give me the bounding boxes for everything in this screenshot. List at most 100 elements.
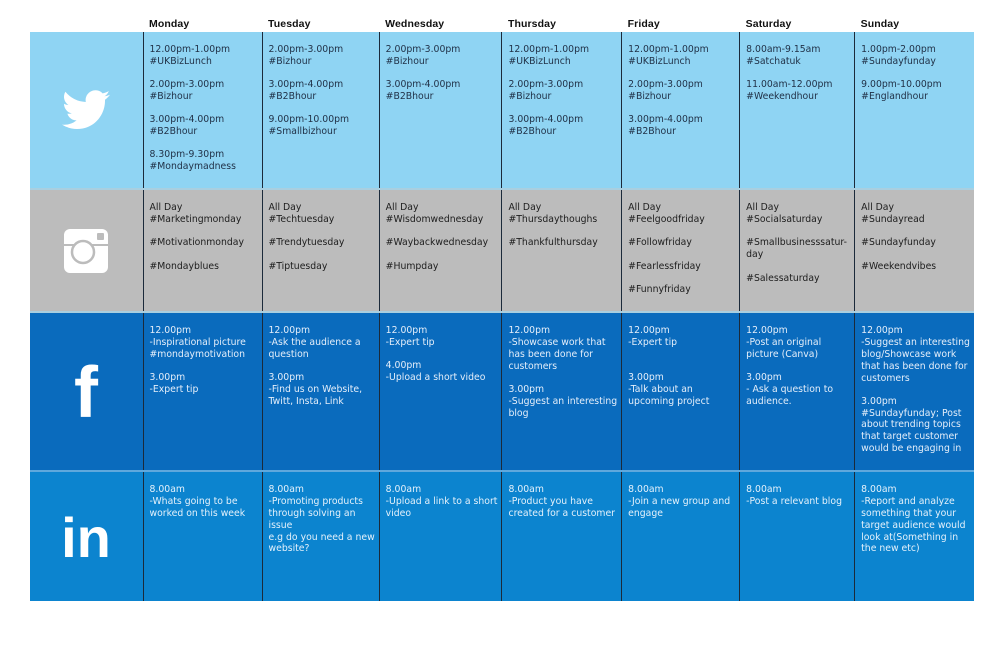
entry-line: #Sundayfunday — [861, 55, 936, 67]
row-facebook: f 12.00pm -Inspirational picture #mondaymot… — [30, 311, 974, 472]
entry-line: -Whats going to be — [149, 496, 238, 508]
entry-line: 3.00pm-4.00pm — [149, 114, 225, 126]
header-saturday: Saturday — [739, 18, 855, 32]
entry-line: All Day — [746, 202, 779, 214]
entry-line: audience. — [746, 395, 792, 407]
schedule-entry: 8.00am -Whats going to be worked on this w… — [150, 484, 258, 519]
platform-cell-twitter — [30, 32, 143, 190]
entry-line: 2.00pm-3.00pm — [149, 79, 225, 91]
entry-line: 8.00am — [746, 484, 782, 496]
entry-line: 12.00pm-1.00pm — [508, 44, 590, 55]
entry-line: #Fearlessfriday — [628, 260, 701, 272]
entry-line: 4.00pm — [385, 360, 422, 372]
entry-line: blog — [508, 407, 529, 419]
schedule-cell-linkedin-monday: 8.00am -Whats going to be worked on this w… — [142, 470, 262, 602]
entry-line: 1.00pm-2.00pm — [861, 44, 936, 55]
entry-line: 9.00pm-10.00pm — [861, 79, 942, 91]
entry-line: 12.00pm — [861, 325, 903, 337]
schedule-entry: 2.00pm-3.00pm #Bizhour — [386, 44, 498, 68]
schedule-cell-instagram-wednesday: All Day #Wisdomwednesday #Waybackwednesday… — [378, 188, 502, 313]
entry-line: #Followfriday — [628, 237, 692, 249]
entry-line: 12.00pm — [746, 325, 788, 337]
schedule-entry: #Sundayfunday — [861, 237, 970, 249]
schedule-entry: 3.00pm-4.00pm #B2Bhour — [628, 114, 735, 138]
entry-line: question — [268, 348, 309, 360]
schedule-entry: #Fearlessfriday — [628, 261, 735, 273]
entry-line: #Mondayblues — [149, 260, 219, 272]
entry-line: picture (Canva) — [746, 348, 819, 360]
entry-line: #Motivationmonday — [149, 237, 244, 249]
schedule-entry: 12.00pm -Expert tip — [386, 325, 498, 349]
entry-line: customers — [861, 372, 910, 384]
schedule-cell-twitter-monday: 12.00pm-1.00pm #UKBizLunch 2.00pm-3.00pm #B… — [142, 32, 262, 190]
entry-line: -Product you have — [508, 496, 593, 508]
entry-line: #B2Bhour — [628, 125, 676, 137]
entry-line: 3.00pm-4.00pm — [508, 114, 584, 126]
schedule-entry: 12.00pm-1.00pm #UKBizLunch — [150, 44, 258, 68]
schedule-entry: All Day #Wisdomwednesday — [386, 202, 498, 226]
schedule-entry: 2.00pm-3.00pm #Bizhour — [269, 44, 375, 68]
schedule-cell-instagram-monday: All Day #Marketingmonday #Motivationmonday… — [142, 188, 262, 313]
entry-line: 8.00am — [268, 484, 304, 496]
entry-line: blog/Showcase work — [861, 348, 957, 360]
entry-line: the new etc) — [861, 543, 920, 555]
schedule-entry: #Funnyfriday — [628, 284, 735, 296]
header-monday: Monday — [143, 18, 262, 32]
entry-line: -Expert tip — [628, 337, 678, 349]
schedule-entry: 9.00pm-10.00pm #Smallbizhour — [269, 114, 375, 138]
schedule-entry: 3.00pm -Expert tip — [150, 372, 258, 396]
row-linkedin: in 8.00am -Whats going to be worked on this… — [30, 470, 974, 602]
schedule-entry: 12.00pm-1.00pm #UKBizLunch — [508, 44, 617, 68]
entry-line: -Suggest an interesting — [508, 395, 618, 407]
entry-line: 12.00pm — [385, 325, 428, 337]
entry-line: -Suggest an interesting — [861, 337, 970, 349]
schedule-cell-facebook-tuesday: 12.00pm -Ask the audience a question 3.00pm… — [261, 311, 380, 472]
schedule-cell-facebook-wednesday: 12.00pm -Expert tip 4.00pm -Upload a short … — [378, 311, 502, 472]
schedule-entry: All Day #Techtuesday — [269, 202, 375, 226]
entry-line: -Promoting products — [268, 496, 363, 508]
schedule-cell-twitter-thursday: 12.00pm-1.00pm #UKBizLunch 2.00pm-3.00pm #B… — [501, 32, 622, 190]
entry-line: All Day — [385, 202, 419, 214]
svg-text:in: in — [61, 512, 111, 562]
svg-text:f: f — [74, 362, 99, 422]
schedule-cell-linkedin-friday: 8.00am -Join a new group and engage — [621, 470, 740, 602]
entry-line: #Satchatuk — [746, 55, 801, 67]
header-tuesday: Tuesday — [262, 18, 380, 32]
entry-line: issue — [268, 519, 293, 531]
entry-line: #Thankfulthursday — [508, 237, 598, 249]
entry-line: 12.00pm — [628, 325, 670, 337]
entry-line: #Wisdomwednesday — [385, 214, 484, 226]
platform-cell-facebook: f — [30, 311, 143, 472]
twitter-bird-icon — [30, 90, 143, 130]
entry-line: #Bizhour — [268, 55, 312, 67]
entry-line: through solving an — [268, 507, 356, 519]
schedule-entry: All Day #Sundayread — [861, 202, 970, 226]
entry-line: #UKBizLunch — [628, 55, 691, 67]
header-wednesday: Wednesday — [379, 18, 502, 32]
schedule-cell-facebook-friday: 12.00pm -Expert tip 3.00pm -Talk about an up… — [621, 311, 740, 472]
header-friday: Friday — [621, 18, 740, 32]
schedule-entry: 9.00pm-10.00pm #Englandhour — [861, 79, 970, 103]
instagram-camera-icon — [30, 228, 143, 274]
schedule-cell-facebook-thursday: 12.00pm -Showcase work that has been done … — [501, 311, 622, 472]
entry-line: 8.00am-9.15am — [746, 44, 821, 55]
row-instagram: All Day #Marketingmonday #Motivationmonday… — [30, 188, 974, 313]
entry-line: target audience would — [861, 519, 966, 531]
schedule-entry: 8.00am -Post a relevant blog — [746, 484, 850, 508]
entry-line: #UKBizLunch — [508, 55, 571, 67]
schedule-cell-twitter-friday: 12.00pm-1.00pm #UKBizLunch 2.00pm-3.00pm #B… — [621, 32, 740, 190]
entry-line: 3.00pm — [746, 372, 782, 384]
entry-line: -Ask the audience a — [268, 337, 361, 349]
entry-line: -Join a new group and — [628, 496, 731, 508]
entry-line: 8.00am — [861, 484, 897, 496]
schedule-entry: 3.00pm #Sundayfunday; Post about trending … — [861, 396, 970, 455]
entry-line: 8.30pm-9.30pm — [149, 149, 225, 161]
entry-line: 12.00pm — [149, 325, 192, 337]
entry-line: #Weekendhour — [746, 90, 818, 102]
schedule-cell-twitter-wednesday: 2.00pm-3.00pm #Bizhour 3.00pm-4.00pm #B2Bho… — [378, 32, 502, 190]
schedule-entry: All Day #Marketingmonday — [150, 202, 258, 226]
schedule-entry: #Smallbusinesssatur-day — [746, 237, 850, 261]
schedule-entry: 3.00pm -Talk about an upcoming project — [628, 360, 735, 407]
entry-line: #Salessaturday — [746, 272, 820, 284]
social-media-schedule-table: Monday Tuesday Wednesday Thursday Friday… — [30, 18, 974, 602]
